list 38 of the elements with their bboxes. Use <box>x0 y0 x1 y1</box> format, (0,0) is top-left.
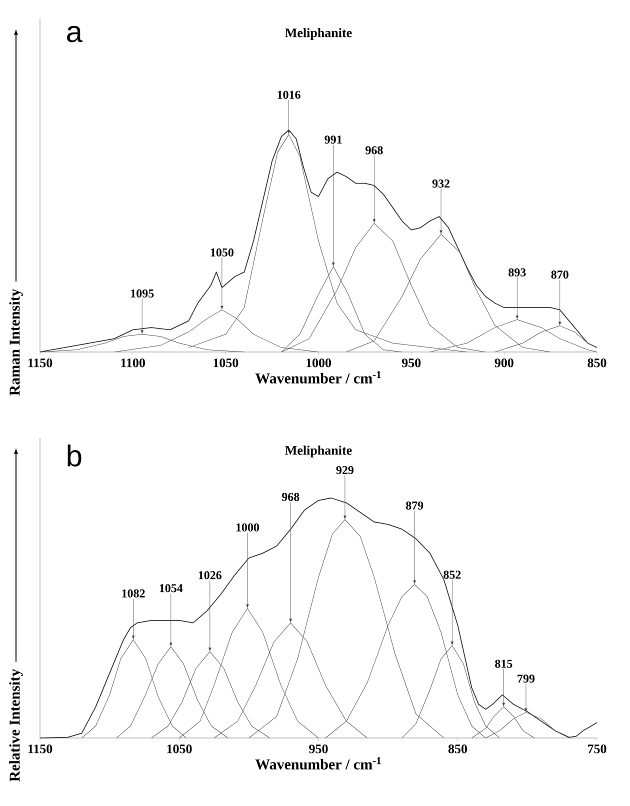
chart-title: Meliphanite <box>285 28 352 40</box>
y-axis-title: Relative Intensity <box>9 669 23 782</box>
annotation: 968 <box>282 492 300 501</box>
annotation: 879 <box>406 502 424 510</box>
x-axis-title: Wavenumber / cm$^{-1}$ <box>255 757 381 770</box>
x-tick-label: 950 <box>402 358 421 368</box>
annotation: 870 <box>551 270 568 279</box>
chart-title: Meliphanite <box>285 446 352 458</box>
x-tick-label: 950 <box>309 744 328 754</box>
annotation: 799 <box>518 674 535 683</box>
text: b <box>68 444 82 467</box>
annotation: 968 <box>366 146 383 154</box>
x-tick-label: 750 <box>588 744 606 754</box>
annotation: 991 <box>324 136 342 144</box>
x-tick-label: 850 <box>588 358 606 368</box>
annotation: 929 <box>336 466 354 474</box>
annotation: 1050 <box>210 248 234 256</box>
annotation: 1000 <box>236 523 260 532</box>
text: a <box>67 26 82 42</box>
annotation: 815 <box>495 660 512 668</box>
x-tick-label: 900 <box>494 358 514 368</box>
annotation: 893 <box>508 268 526 276</box>
annotation: 1054 <box>160 584 183 592</box>
x-tick-label: 1050 <box>167 744 192 754</box>
x-tick-label: 1100 <box>121 358 145 368</box>
annotation: 932 <box>432 180 450 188</box>
annotation: 1016 <box>278 90 300 99</box>
x-tick-label: 1150 <box>28 744 52 754</box>
x-tick-label: 1050 <box>214 358 238 368</box>
x-axis-title: Wavenumber / cm$^{-1}$ <box>255 371 381 384</box>
x-tick-label: 1000 <box>306 358 331 368</box>
x-tick-label: 1150 <box>28 358 52 368</box>
annotation: 852 <box>444 570 461 579</box>
annotation: 1095 <box>131 289 154 298</box>
x-tick-label: 850 <box>448 744 467 754</box>
annotation: 1026 <box>198 571 222 580</box>
annotation: 1082 <box>122 589 145 598</box>
y-axis-title: Raman Intensity <box>9 288 23 396</box>
